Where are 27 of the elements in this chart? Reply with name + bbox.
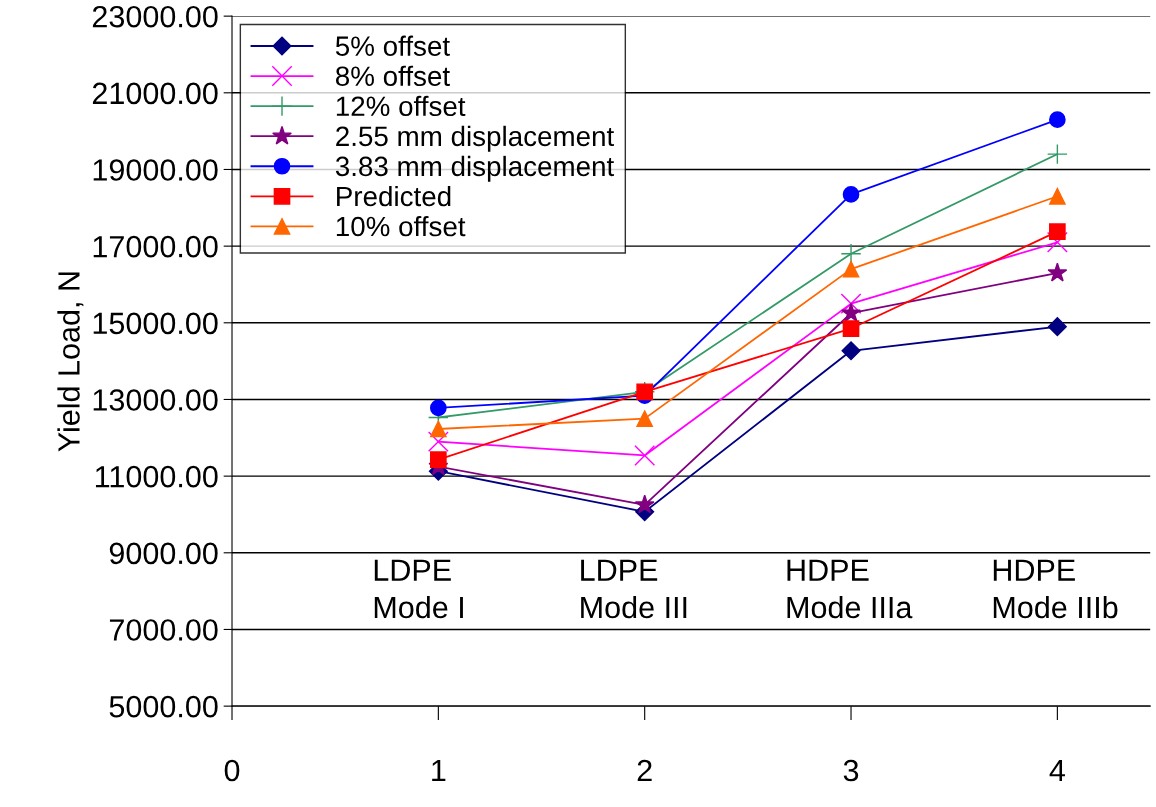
legend-label: 2.55 mm displacement <box>336 125 615 152</box>
y-tick-label: 5000.00 <box>109 695 218 718</box>
y-tick-label: 11000.00 <box>95 465 218 488</box>
annotation: LDPE Mode III <box>581 559 687 619</box>
legend-label: 5% offset <box>335 35 450 56</box>
x-tick-label: 2 <box>637 759 652 782</box>
legend-label: 10% offset <box>336 215 466 237</box>
y-tick-label: 21000.00 <box>92 82 218 105</box>
y-tick-label: 13000.00 <box>93 389 218 411</box>
annotation: HDPE Mode IIIa <box>787 559 913 619</box>
y-axis-title: Yield Load, N <box>57 272 84 452</box>
y-tick-label: 23000.00 <box>92 5 218 28</box>
y-tick-label: 19000.00 <box>93 159 218 181</box>
x-tick-label: 4 <box>1049 760 1065 782</box>
legend-label: 12% offset <box>336 95 466 117</box>
y-tick-label: 17000.00 <box>93 235 218 258</box>
y-tick-label: 15000.00 <box>93 312 218 335</box>
legend-label: 3.83 mm displacement <box>335 155 615 182</box>
y-tick-label: 7000.00 <box>109 619 218 641</box>
legend-label: 8% offset <box>335 65 450 87</box>
legend-label: Predicted <box>337 185 451 207</box>
annotation: LDPE Mode I <box>374 559 463 619</box>
x-tick-label: 3 <box>843 759 859 782</box>
x-tick-label: 0 <box>224 759 240 782</box>
y-tick-label: 9000.00 <box>109 542 218 565</box>
annotation: HDPE Mode IIIb <box>993 559 1118 619</box>
x-tick-label: 1 <box>432 760 446 782</box>
